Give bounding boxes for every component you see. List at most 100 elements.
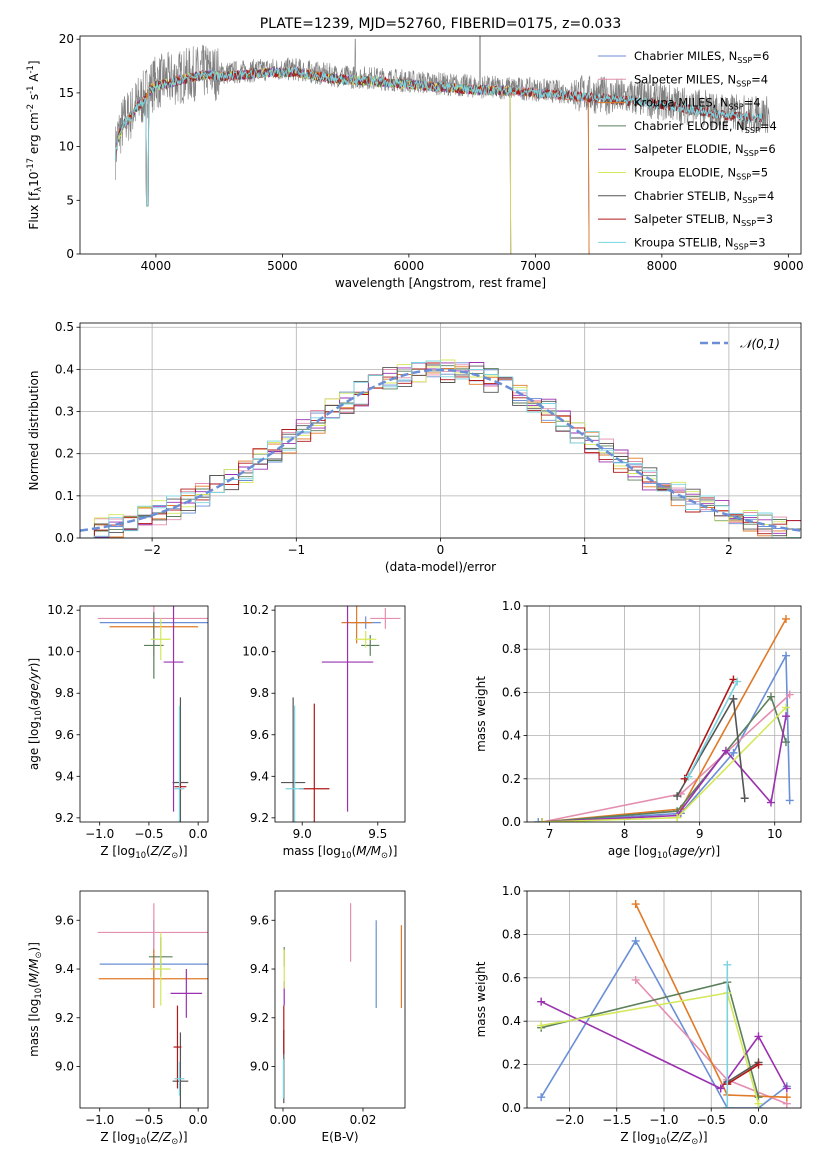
errorbar-point [174,782,187,791]
residuals-x-axis-label: (data-model)/error [385,560,496,574]
spectrum-model-line [114,67,590,254]
residuals-y-axis-label: Normed distribution [27,371,41,491]
x-tick-label: 0.0 [749,1113,768,1127]
weight-series-line [540,1000,788,1090]
y-tick-label: 9.2 [55,1011,74,1025]
weight-point-marker [721,746,730,755]
x-tick-label: 9.5 [368,827,387,841]
age-vs-z-x-axis-label: Z [log10(Z/Z⊙)] [100,844,187,860]
y-tick-label: 9.2 [250,811,269,825]
y-tick-label: 9.2 [55,811,74,825]
y-tick-label: 0.5 [55,320,74,334]
y-tick-label: 0.2 [502,772,521,786]
mass-vs-z-axes: −1.0 −0.5 0.0 9.0 9.2 9.4 9.6 [55,913,208,1127]
weight-vs-age-frame [526,605,802,823]
age-vs-z-plot-area [97,606,208,822]
weight-vs-age-y-axis-label: mass weight [474,676,488,752]
weight-vs-age-x-axis-label: age [log10(age/yr)] [608,844,720,860]
spectrum-model-line [114,67,590,254]
gaussian-curve [80,368,801,532]
weight-series-line [683,679,735,780]
y-tick-label: 0.4 [502,1014,521,1028]
x-tick-label: −1.0 [85,1113,114,1127]
spectrum-model-line [114,66,764,207]
x-tick-label: −2.0 [555,1113,584,1127]
spectrum-model-line [114,66,512,254]
x-tick-label: 1 [581,543,589,557]
errorbar-point [355,630,377,648]
y-tick-label: 9.0 [55,1060,74,1074]
y-tick-label: 9.6 [250,913,269,927]
y-tick-label: 9.4 [55,962,74,976]
legend-entry: Chabrier ELODIE, NSSP=4 [634,119,777,135]
errorbar-point [281,697,306,822]
weight-point-marker [631,936,640,945]
y-tick-label: 10.2 [47,603,74,617]
spectrum-model-line [114,67,590,254]
weight-point-marker [538,818,547,822]
legend-entry: Salpeter ELODIE, NSSP=6 [634,142,776,158]
y-tick-label: 0.8 [502,927,521,941]
weight-series-line [687,681,738,777]
age-vs-mass-frame [274,605,406,823]
x-tick-label: 6000 [394,259,425,273]
errorbar-point [150,618,171,660]
weight-point-marker [754,1099,763,1108]
weight-vs-z-frame [526,890,802,1109]
weight-point-marker [781,703,790,712]
y-tick-label: 1.0 [502,599,521,613]
y-tick-label: 9.4 [55,769,74,783]
legend-entry: Kroupa ELODIE, NSSP=5 [634,166,768,182]
spectrum-model-line [114,66,512,254]
weight-point-marker [766,798,775,807]
weight-point-marker [631,975,640,984]
weight-point-marker [723,960,732,969]
spectrum-x-axis-label: wavelength [Angstrom, rest frame] [335,276,546,290]
weight-point-marker [534,818,543,822]
errorbar-point [321,606,374,812]
spectrum-frame [79,35,802,255]
errorbar-point [170,969,203,1018]
x-tick-label: 5000 [267,259,298,273]
legend-entry: Chabrier STELIB, NSSP=4 [634,189,774,205]
y-tick-label: 10 [59,140,74,154]
y-tick-label: 0.0 [502,1101,521,1115]
x-tick-label: 9 [696,827,704,841]
errorbar-point [173,1005,182,1089]
x-tick-label: 9.0 [293,827,312,841]
errorbar-point [150,932,171,1006]
y-tick-label: 9.6 [250,728,269,742]
errorbar-point [174,1061,185,1096]
errorbar-point [98,949,208,1009]
weight-point-marker [782,1093,791,1102]
y-tick-label: 0.2 [502,1058,521,1072]
weight-point-marker [740,794,749,803]
weight-series-line [726,1063,759,1085]
weight-point-marker [781,738,790,747]
weight-point-marker [723,1104,732,1108]
y-tick-label: 1.0 [502,884,521,898]
errorbar-point [361,635,380,656]
mass-vs-z-y-axis-label: mass [log10(M/M⊙)] [27,942,43,1057]
y-tick-label: 0.2 [55,447,74,461]
x-tick-label: −1 [287,543,305,557]
x-tick-label: 0.0 [189,827,208,841]
mass-vs-z-plot-area [97,903,208,1108]
x-tick-label: 8000 [647,259,678,273]
weight-point-marker [754,1060,763,1069]
weight-point-marker [537,1093,546,1102]
weight-point-marker [781,712,790,721]
x-tick-label: 0.02 [350,1113,377,1127]
legend-entry: Salpeter STELIB, NSSP=3 [634,212,773,228]
y-tick-label: 0.8 [502,642,521,656]
x-tick-label: 4000 [141,259,172,273]
y-tick-label: 9.6 [55,913,74,927]
errorbar-point [299,703,330,822]
chart-title: PLATE=1239, MJD=52760, FIBERID=0175, z=0… [260,16,622,32]
weight-point-marker [785,796,794,805]
legend-entry: Salpeter MILES, NSSP=4 [634,72,768,88]
age-vs-mass-axes: 9.0 9.5 9.2 9.4 9.6 9.8 10.0 10.2 [242,603,387,841]
y-tick-label: 5 [66,193,74,207]
x-tick-label: 8 [621,827,629,841]
x-tick-label: 2 [725,543,733,557]
